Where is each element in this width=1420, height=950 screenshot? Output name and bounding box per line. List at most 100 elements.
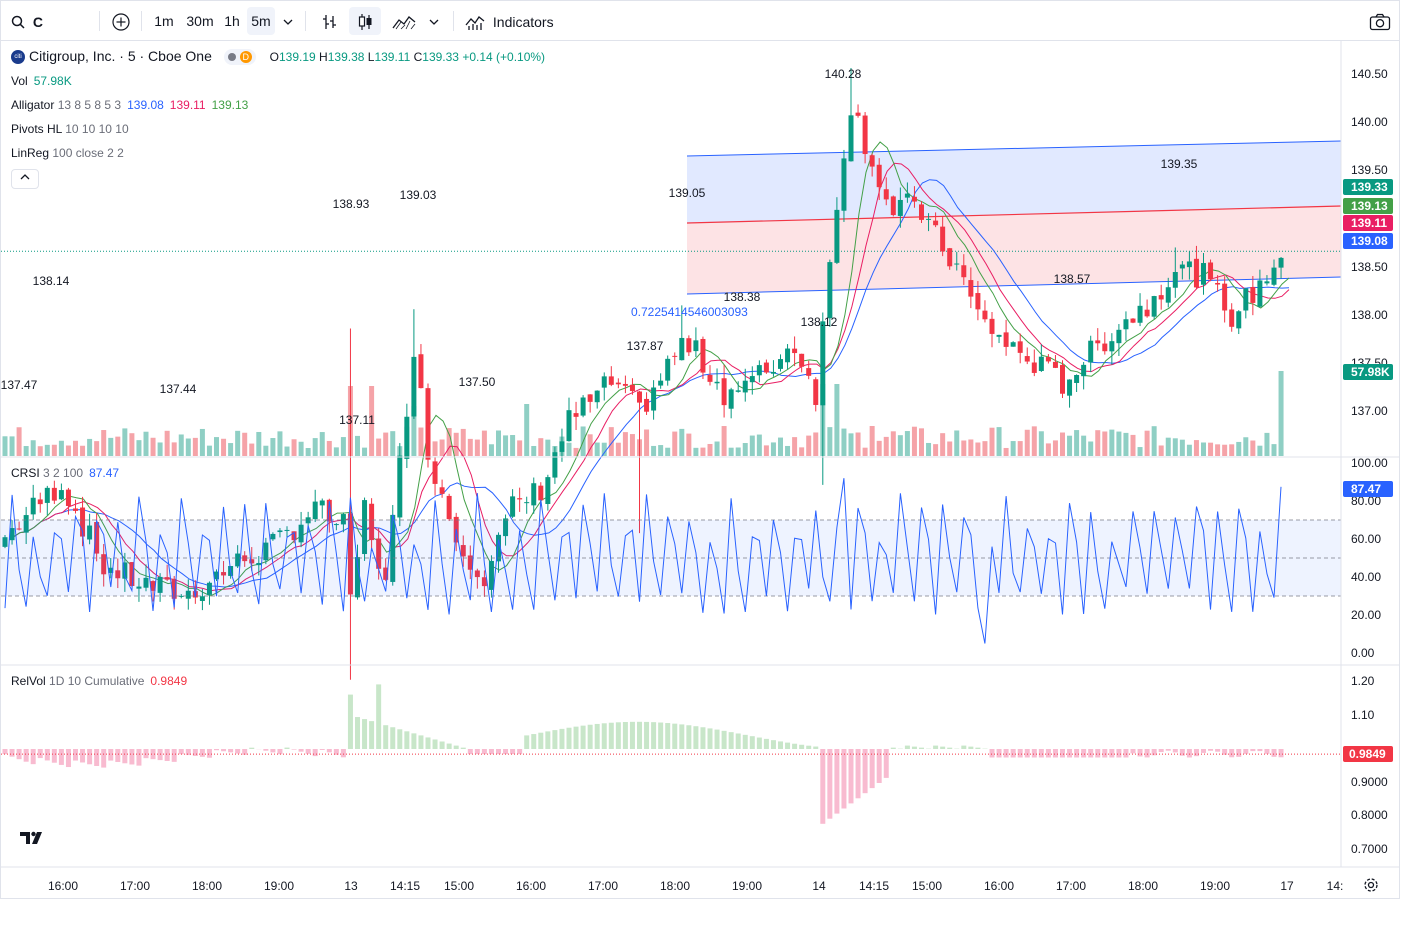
pivot-label: 138.12 <box>801 315 838 329</box>
tradingview-logo[interactable] <box>19 829 45 852</box>
volume-bar <box>1250 440 1256 456</box>
candle-body <box>1208 262 1214 280</box>
relvol-bar <box>1271 749 1277 757</box>
collapse-legend-button[interactable] <box>11 169 39 189</box>
chart-type-dropdown-button[interactable] <box>425 7 443 35</box>
symbol-search-button[interactable]: C <box>7 7 57 35</box>
candle-body <box>136 586 142 589</box>
axes: 140.50140.00139.50138.50138.00137.50137.… <box>1 41 1399 893</box>
legend-crsi[interactable]: CRSI 3 2 100 87.47 <box>11 466 120 480</box>
chart-settings-button[interactable] <box>1363 877 1379 898</box>
interval-30m-button[interactable]: 30m <box>186 13 214 29</box>
legend-pivots[interactable]: Pivots HL 10 10 10 10 <box>11 122 129 136</box>
compare-add-button[interactable] <box>107 7 135 35</box>
indicators-button[interactable]: Indicators <box>461 7 565 35</box>
volume-bar <box>1081 435 1087 456</box>
volume-bar <box>961 440 967 456</box>
candle-body <box>326 499 332 522</box>
relvol-bar <box>707 728 713 749</box>
relvol-bar <box>883 749 889 778</box>
tradingview-logo-icon <box>20 831 42 844</box>
candle-body <box>221 572 227 576</box>
volume-bar <box>326 440 332 456</box>
alligator-lips-line <box>12 141 1290 597</box>
bar-chart-type-button[interactable] <box>315 7 343 35</box>
relvol-bar <box>214 749 219 751</box>
candle-body <box>587 394 593 402</box>
relvol-bar <box>235 749 241 754</box>
relvol-bar <box>425 737 431 749</box>
candle-body <box>1130 318 1136 323</box>
volume-bar <box>700 447 706 456</box>
candle-body <box>820 321 826 406</box>
volume-bar <box>1017 441 1023 456</box>
candle-body <box>778 359 783 369</box>
screenshot-button[interactable] <box>1365 7 1395 35</box>
interval-5m-button[interactable]: 5m <box>247 7 275 35</box>
volume-bar <box>101 430 107 456</box>
relvol-bar <box>517 749 523 755</box>
legend-linreg[interactable]: LinReg 100 close 2 2 <box>11 146 124 160</box>
volume-bar <box>143 431 149 456</box>
candle-body <box>594 390 600 403</box>
candles-chart-type-button[interactable] <box>349 7 381 35</box>
volume-bar <box>228 443 234 456</box>
price-pane[interactable]: 138.14 137.47 137.44 138.93 137.11 139.03 137.… <box>1 67 1342 680</box>
candle-body <box>496 534 501 562</box>
time-axis-label: 17:00 <box>588 879 618 893</box>
candle-body <box>693 340 699 352</box>
symbol-legend[interactable]: citi Citigroup, Inc. · 5 · Cboe One D O13… <box>11 48 545 66</box>
interval-1h-button[interactable]: 1h <box>224 13 240 29</box>
volume-bar <box>615 442 621 456</box>
candle-body <box>989 318 995 334</box>
volume-bar <box>954 430 960 456</box>
relvol-bar <box>975 747 981 749</box>
legend-alligator[interactable]: Alligator 13 8 5 8 5 3 139.08 139.11 139.13 <box>11 98 249 112</box>
candle-body <box>1172 272 1178 288</box>
relvol-bar <box>1144 749 1150 758</box>
relvol-bar <box>714 729 720 749</box>
relvol-bar <box>545 731 551 749</box>
crsi-pane[interactable] <box>1 478 1341 644</box>
candle-body <box>1158 295 1164 300</box>
crsi-axis-tick: 40.00 <box>1351 570 1381 584</box>
relvol-pane[interactable] <box>1 684 1341 824</box>
volume-bar <box>432 441 438 456</box>
linreg-lower-line <box>686 276 1342 295</box>
volume-bar <box>531 445 537 456</box>
crsi-badge: 87.47 <box>1351 482 1381 496</box>
relvol-bar <box>326 749 332 753</box>
volume-bar <box>982 441 988 456</box>
relvol-bar <box>397 729 403 749</box>
market-status-badge[interactable]: D <box>223 49 256 66</box>
volume-bar <box>291 439 297 456</box>
legend-vol[interactable]: Vol 57.98K <box>11 74 72 88</box>
pivot-label: 139.35 <box>1161 157 1198 171</box>
volume-bar <box>749 435 755 456</box>
candle-body <box>333 524 339 526</box>
legend-relvol[interactable]: RelVol 1D 10 Cumulative 0.9849 <box>11 674 188 688</box>
volume-bar <box>721 426 727 456</box>
volume-bar <box>693 447 699 456</box>
volume-bar <box>1243 437 1249 456</box>
main-chart-canvas[interactable]: 138.14 137.47 137.44 138.93 137.11 139.03 137.… <box>1 41 1400 899</box>
time-axis-label: 19:00 <box>264 879 294 893</box>
volume-bar <box>150 437 156 456</box>
relvol-bar <box>143 749 149 759</box>
candle-body <box>919 204 924 220</box>
volume-bar <box>235 430 241 456</box>
relvol-bar <box>770 740 776 749</box>
interval-1m-button[interactable]: 1m <box>154 13 174 29</box>
volume-bar <box>460 428 466 456</box>
interval-dropdown-button[interactable] <box>279 7 297 35</box>
area-chart-type-button[interactable] <box>389 7 419 35</box>
candle-body <box>700 338 706 373</box>
relvol-bar <box>108 749 114 761</box>
candle-body <box>848 115 854 162</box>
relvol-bar <box>171 749 177 762</box>
volume-bar <box>573 447 579 456</box>
candle-body <box>552 452 558 478</box>
candle-body <box>44 487 50 503</box>
pivot-label: 139.03 <box>400 188 437 202</box>
volume-bar <box>1193 440 1199 456</box>
